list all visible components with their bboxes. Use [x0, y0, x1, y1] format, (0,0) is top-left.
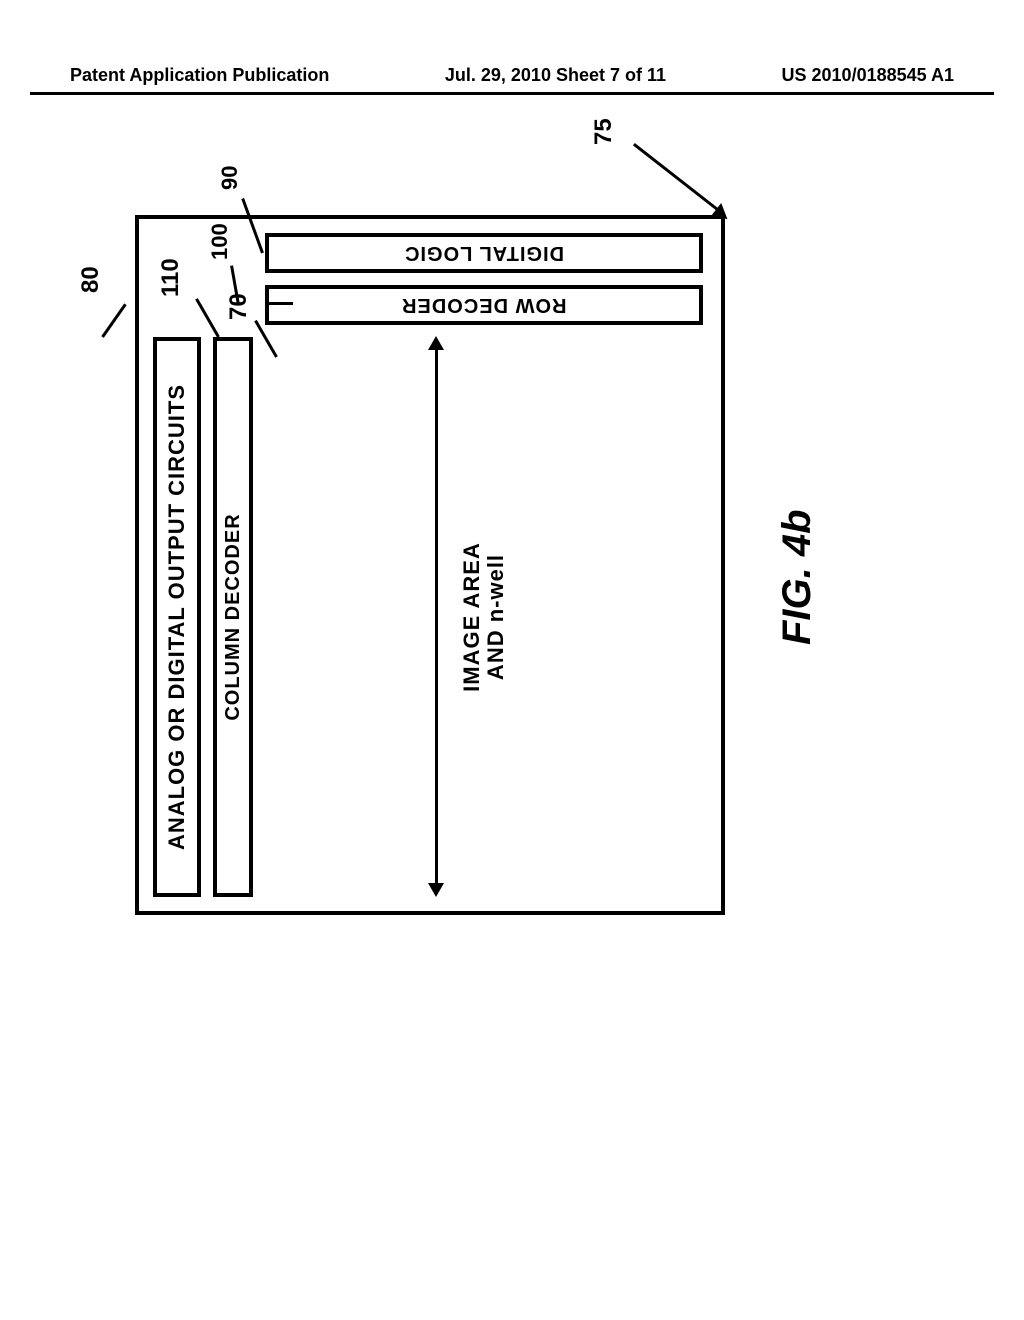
figure-caption: FIG. 4b — [775, 509, 820, 645]
leader-100 — [265, 302, 293, 305]
ref-90: 90 — [217, 166, 243, 190]
image-area-block: IMAGE AREA AND n-well — [265, 337, 703, 897]
column-decoder-label: COLUMN DECODER — [222, 513, 245, 720]
image-area-extent-arrow — [435, 347, 438, 887]
column-decoder-block: COLUMN DECODER — [213, 337, 253, 897]
image-area-label-1: IMAGE AREA — [460, 542, 484, 692]
header-right: US 2010/0188545 A1 — [782, 65, 954, 86]
header-rule — [30, 92, 994, 95]
ref-70: 70 — [225, 293, 253, 320]
page: Patent Application Publication Jul. 29, … — [0, 0, 1024, 1320]
row-decoder-label: ROW DECODER — [401, 294, 566, 317]
image-area-label-2: AND n-well — [484, 542, 508, 692]
header-center: Jul. 29, 2010 Sheet 7 of 11 — [445, 65, 666, 86]
figure-rotated-group: ANALOG OR DIGITAL OUTPUT CIRCUITS COLUMN… — [135, 215, 725, 915]
image-area-arrowhead-right — [428, 336, 444, 350]
row-decoder-block: ROW DECODER — [265, 285, 703, 325]
digital-logic-block: DIGITAL LOGIC — [265, 233, 703, 273]
analog-output-block: ANALOG OR DIGITAL OUTPUT CIRCUITS — [153, 337, 201, 897]
ref-100: 100 — [207, 223, 233, 260]
ref-110: 110 — [157, 258, 185, 297]
leader-75-line — [633, 143, 725, 216]
ref-80: 80 — [77, 266, 105, 293]
digital-logic-label: DIGITAL LOGIC — [404, 242, 564, 265]
image-area-arrowhead-left — [428, 883, 444, 897]
leader-80 — [101, 303, 126, 337]
analog-output-label: ANALOG OR DIGITAL OUTPUT CIRCUITS — [164, 384, 190, 850]
ref-75: 75 — [590, 118, 618, 145]
figure-area: ANALOG OR DIGITAL OUTPUT CIRCUITS COLUMN… — [135, 215, 725, 915]
leader-90 — [265, 250, 269, 253]
header-left: Patent Application Publication — [70, 65, 329, 86]
image-area-label-group: IMAGE AREA AND n-well — [460, 542, 508, 692]
page-header: Patent Application Publication Jul. 29, … — [0, 65, 1024, 86]
